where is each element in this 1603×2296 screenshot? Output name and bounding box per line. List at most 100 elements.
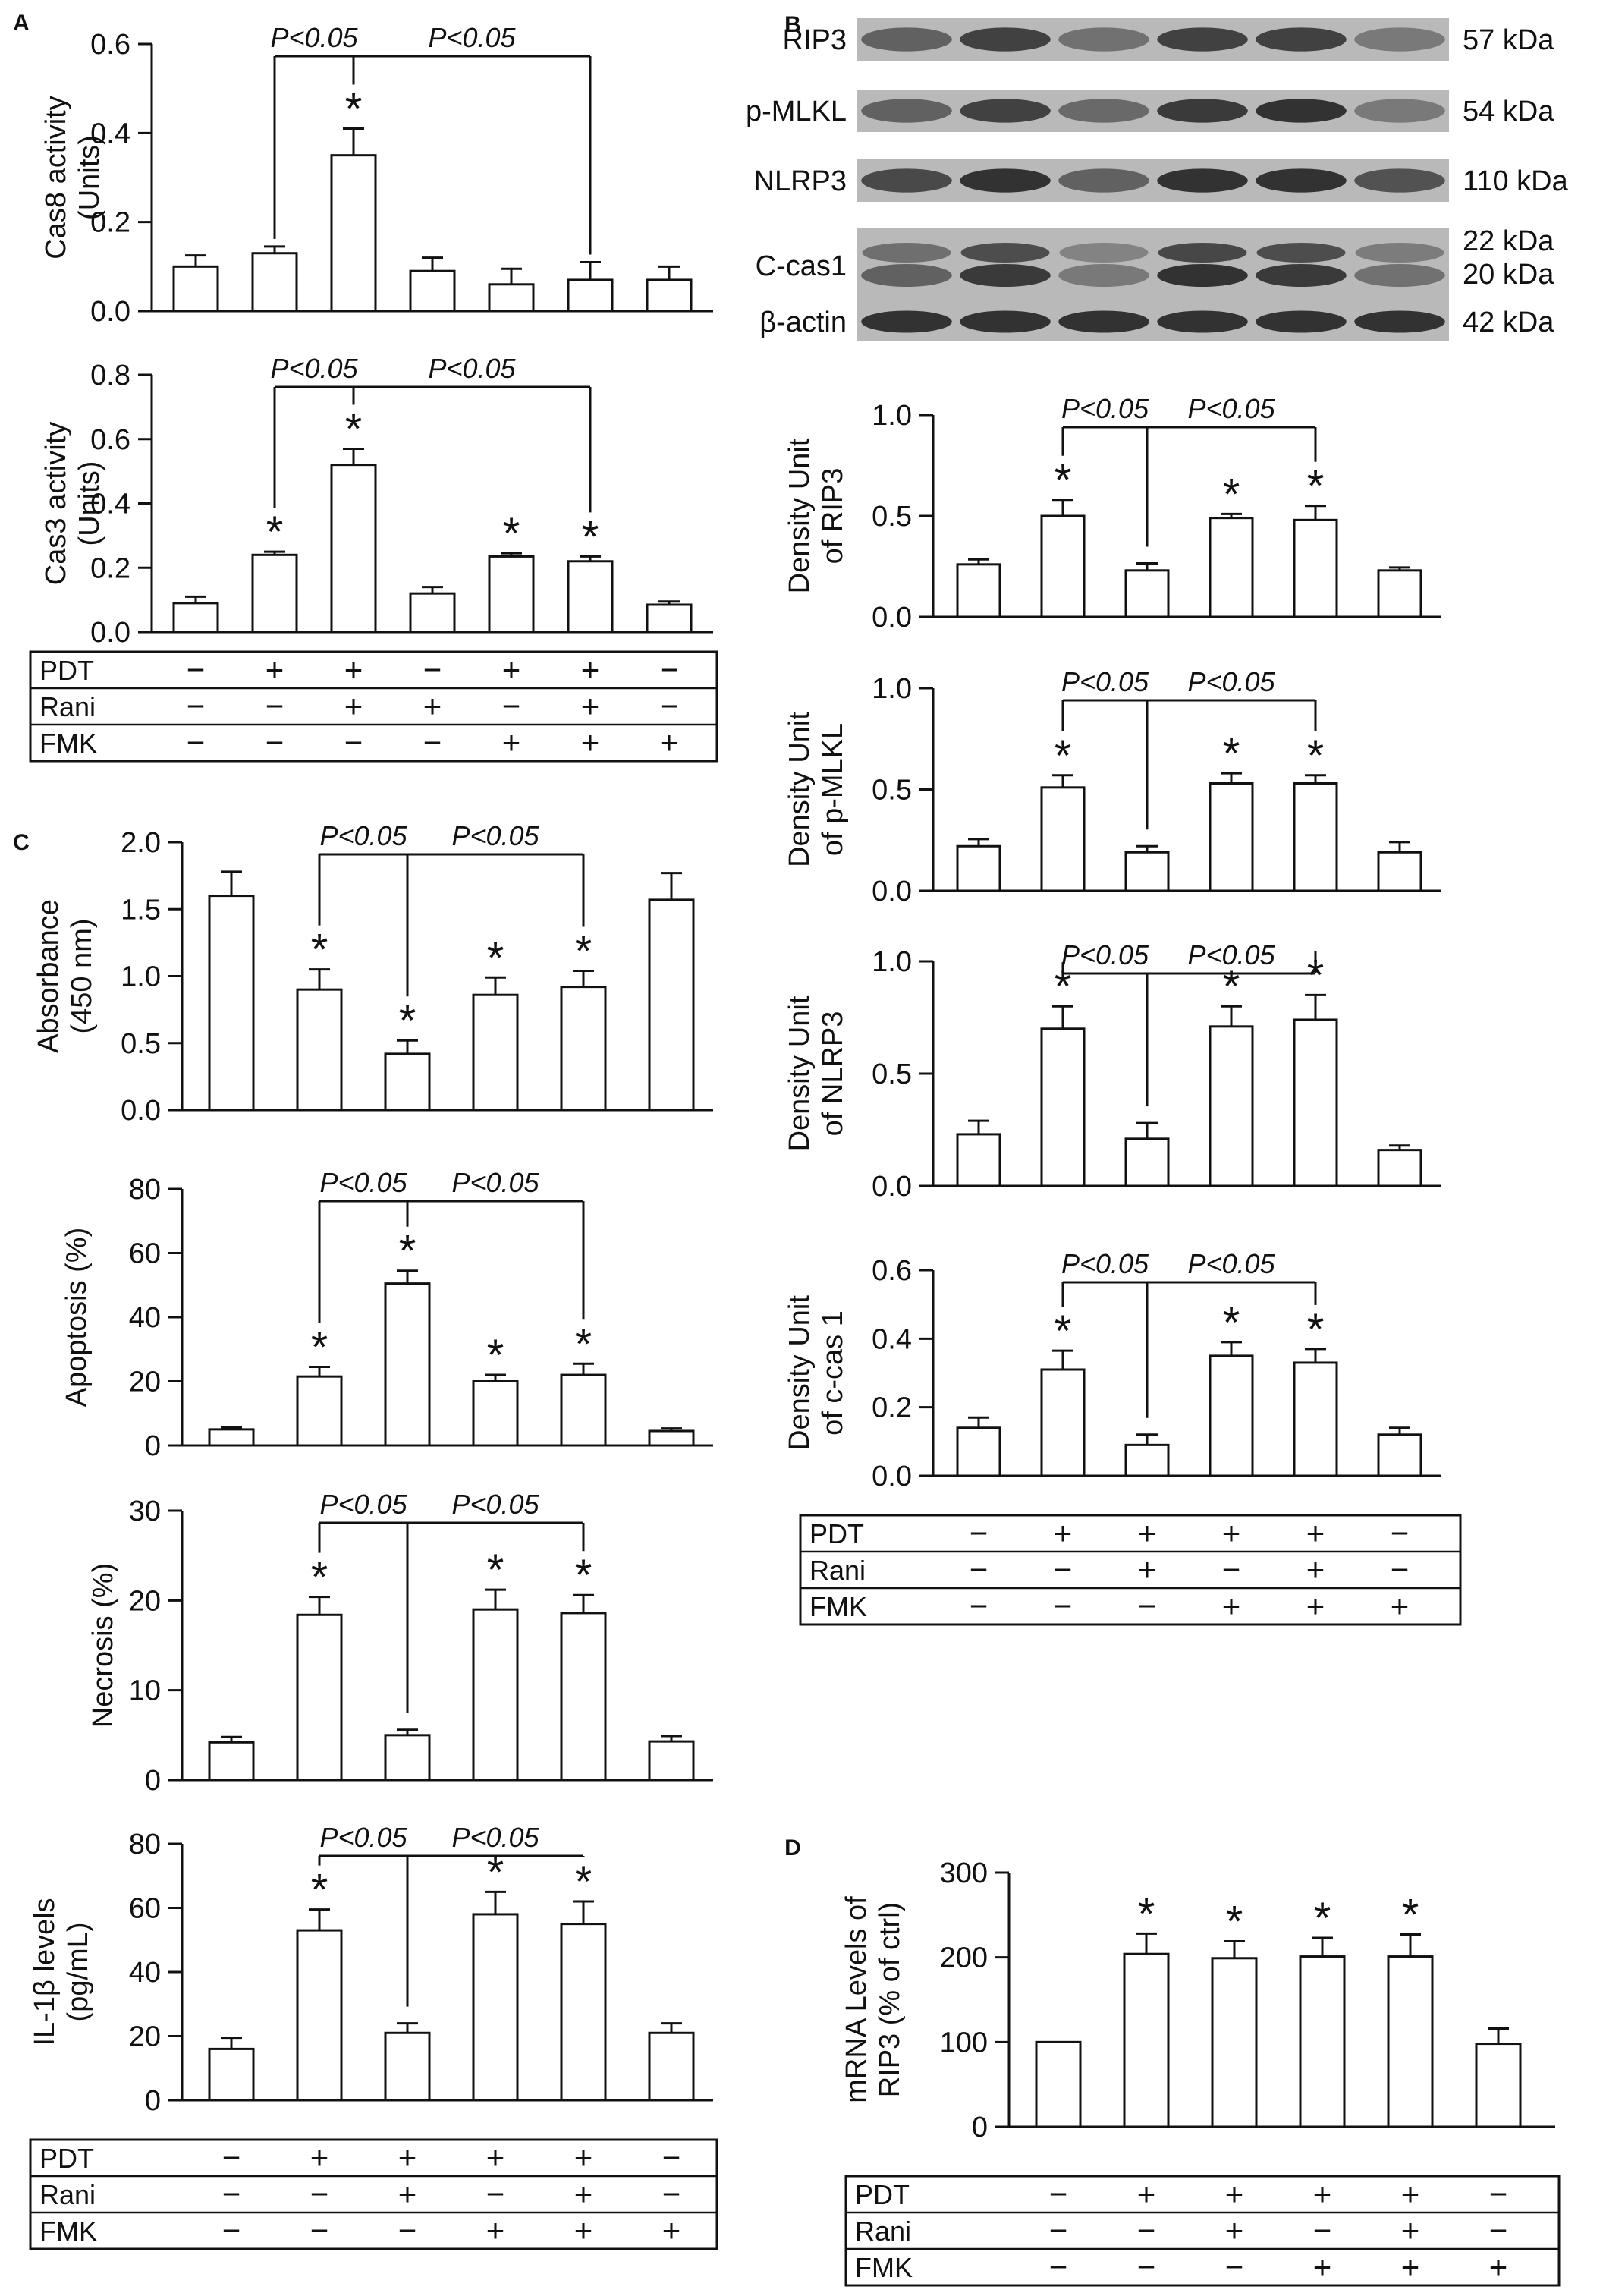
y-tick-label: 200: [940, 1942, 988, 1974]
blot-band: [1157, 264, 1248, 287]
p-value-label: P<0.05: [428, 22, 516, 53]
blot-band: [1058, 310, 1149, 333]
row-label: PDT: [809, 1518, 864, 1549]
treatment-table-tableC: PDT − + + + + −Rani − − + − + −FMK − − − + + +: [29, 2138, 718, 2250]
p-value-label: P<0.05: [428, 353, 516, 384]
significance-star: *: [311, 1323, 328, 1372]
bar: [1124, 851, 1170, 892]
treatment-sign: −: [1225, 2249, 1244, 2285]
p-value-label: P<0.05: [1187, 1248, 1275, 1279]
bar: [1293, 1361, 1338, 1477]
bar: [1040, 1368, 1086, 1477]
bar: [384, 2031, 431, 2102]
blot-band: [1354, 264, 1445, 287]
treatment-sign: +: [398, 2176, 417, 2212]
treatment-sign: +: [486, 2213, 505, 2248]
bar: [1377, 851, 1422, 892]
table-border: [29, 2138, 718, 2250]
blot-label: C-cas1: [756, 250, 847, 282]
blot-band: [861, 99, 952, 123]
y-label-line: Density Unit: [784, 438, 816, 593]
y-tick-label: 2.0: [121, 827, 161, 859]
kda-label: 110 kDa: [1463, 165, 1569, 197]
treatment-table-tableA: PDT − + + − + + −Rani − − + + − + −FMK − − − − + + +: [29, 650, 718, 763]
treatment-sign: −: [1391, 1552, 1410, 1587]
blot-label: RIP3: [783, 24, 847, 56]
significance-star: *: [582, 512, 599, 561]
treatment-sign: −: [660, 652, 679, 687]
kda-label: 54 kDa: [1463, 96, 1554, 127]
row-label: Rani: [855, 2216, 911, 2247]
blot-strip: p-MLKL 54 kDa: [746, 90, 1554, 132]
y-label-line: Cas8 activity: [40, 96, 72, 259]
treatment-sign: −: [423, 725, 442, 760]
bar: [472, 993, 519, 1112]
bar: [208, 895, 255, 1112]
bar: [1475, 2043, 1522, 2128]
y-tick-label: 0.4: [90, 489, 130, 521]
bars: * * *: [208, 1848, 695, 2102]
blot-band: [1256, 243, 1346, 263]
kda-label: 22 kDa: [1463, 225, 1554, 257]
blot-band: [960, 264, 1051, 287]
significance-star: *: [345, 404, 363, 454]
y-tick-label: 1.5: [121, 894, 161, 926]
comparison-bracket: P<0.05 P<0.05: [1061, 1248, 1317, 1418]
bar: [956, 1426, 1001, 1477]
bar: [172, 265, 219, 313]
y-label-line: IL-1β levels: [29, 1898, 61, 2046]
bar: [296, 1613, 343, 1782]
blot-band: [1058, 264, 1149, 287]
treatment-sign: +: [1306, 1552, 1325, 1587]
y-tick-label: 80: [129, 1829, 161, 1860]
y-tick-label: 40: [129, 1957, 161, 1989]
blot-band: [1059, 243, 1149, 263]
treatment-sign: −: [222, 2213, 241, 2248]
treatment-sign: −: [660, 688, 679, 724]
bar: [956, 563, 1001, 618]
bar: [251, 553, 298, 634]
treatment-sign: +: [1391, 1588, 1410, 1624]
significance-star: *: [575, 1319, 592, 1369]
bar: [296, 1929, 343, 2102]
p-value-label: P<0.05: [319, 1167, 407, 1198]
treatment-sign: +: [581, 725, 600, 760]
treatment-table-tableB: PDT − + + + + −Rani − − + − + −FMK − − − + + +: [799, 1514, 1462, 1626]
y-axis-label: Cas3 activity (Units): [40, 422, 105, 585]
y-axis-label: mRNA Levels of RIP3 (% of ctrl): [841, 1896, 906, 2103]
treatment-sign: +: [1222, 1515, 1241, 1551]
significance-star: *: [399, 1227, 416, 1276]
significance-star: *: [399, 996, 416, 1046]
row-label: PDT: [855, 2179, 910, 2210]
blot-band: [862, 243, 951, 263]
y-tick-label: 80: [129, 1174, 161, 1206]
bar: [384, 1052, 431, 1112]
treatment-sign: +: [1313, 2176, 1332, 2212]
bar: [648, 1740, 695, 1782]
table-border: [29, 650, 718, 763]
bar: [296, 988, 343, 1112]
treatment-sign: +: [1401, 2249, 1420, 2285]
comparison-bracket: P<0.05 P<0.05: [270, 22, 592, 255]
blot-band: [960, 243, 1050, 263]
significance-star: *: [1314, 1894, 1331, 1943]
bar: [1293, 782, 1338, 892]
treatment-sign: +: [574, 2213, 593, 2248]
treatment-sign: +: [581, 652, 600, 687]
treatment-sign: +: [662, 2213, 681, 2248]
kda-label: 20 kDa: [1463, 259, 1554, 291]
comparison-bracket: P<0.05 P<0.05: [270, 353, 592, 513]
treatment-sign: +: [344, 652, 363, 687]
y-tick-label: 10: [129, 1675, 161, 1707]
treatment-sign: +: [1225, 2176, 1244, 2212]
bar: [488, 555, 535, 634]
significance-star: *: [1055, 1307, 1072, 1356]
p-value-label: P<0.05: [1187, 666, 1275, 697]
bars: * * *: [956, 456, 1422, 618]
bar: [384, 1282, 431, 1447]
bar: [648, 1429, 695, 1447]
table-border: [799, 1514, 1462, 1626]
blot-band: [1354, 168, 1445, 193]
